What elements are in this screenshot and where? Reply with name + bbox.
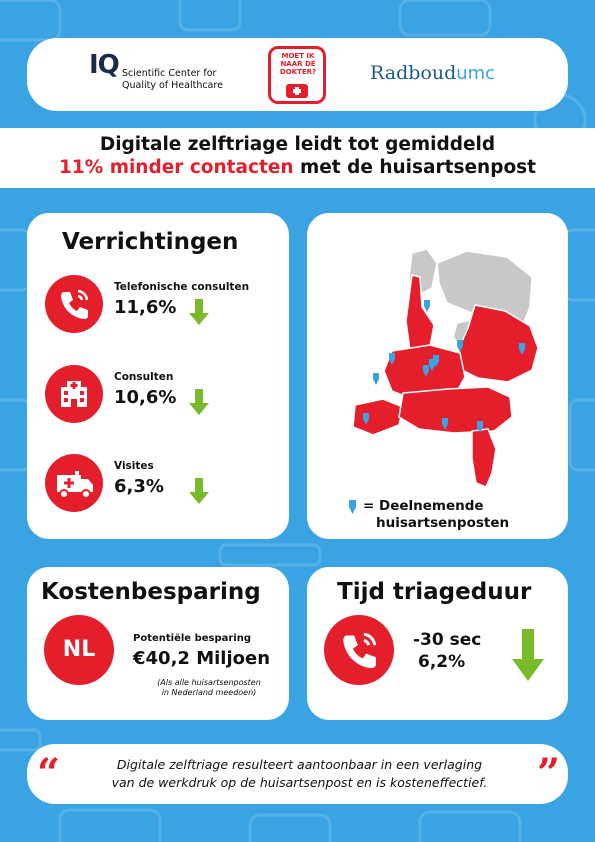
medical-kit-icon	[286, 84, 308, 98]
map-pin-3	[457, 340, 463, 352]
radboud-suffix: umc	[456, 63, 496, 84]
quote-line-2: van de werkdruk op de huisartsenpost en …	[111, 775, 488, 790]
tijd-triageduur-card: Tijd triageduur -30 sec 6,2%	[307, 567, 568, 720]
map-pin-1	[424, 300, 430, 312]
tijd-value-percent: 6,2%	[418, 652, 466, 672]
verrichtingen-title: Verrichtingen	[62, 229, 239, 255]
besparing-label: Potentiële besparing	[133, 633, 251, 644]
radboud-main: Radboud	[370, 62, 457, 84]
iq-logo: IQ	[89, 50, 120, 80]
besparing-note-line-1: (Als alle huisartsenposten	[157, 678, 261, 687]
quote-line-1: Digitale zelftriage resulteert aantoonba…	[116, 757, 483, 772]
map-pin-9	[363, 413, 369, 425]
hospital-icon	[45, 365, 103, 423]
item-value-visites: 6,3%	[114, 476, 164, 497]
map-region-noord-brabant	[398, 386, 513, 434]
headline-highlight: 11% minder contacten	[58, 157, 294, 178]
radboudumc-logo: Radboudumc	[370, 62, 495, 84]
legend-line-1: = Deelnemende	[363, 498, 484, 514]
arrow-down-icon	[189, 389, 209, 415]
nl-badge: NL	[44, 615, 114, 685]
headline-rest: met de huisartsenpost	[293, 157, 537, 178]
map-card: = Deelnemende huisartsenposten	[307, 213, 568, 539]
map-pin-11	[477, 421, 483, 433]
headline-line-1: Digitale zelftriage leidt tot gemiddeld	[99, 134, 496, 155]
iq-line-1: Scientific Center for	[122, 68, 217, 79]
verrichtingen-card: Verrichtingen Telefonische consulten 11,…	[27, 213, 289, 539]
headline-line-2: 11% minder contacten met de huisartsenpo…	[0, 155, 595, 178]
moet-logo-text: MOET IK NAAR DE DOKTER?	[279, 52, 317, 76]
legend-text: = Deelnemende huisartsenposten	[363, 498, 509, 532]
map-region-noord-holland	[405, 274, 435, 352]
quote-open-mark: “	[37, 750, 61, 797]
map-region-limburg	[471, 428, 497, 488]
netherlands-map	[349, 248, 539, 514]
phone-icon	[324, 615, 394, 685]
map-pin-8	[373, 373, 379, 385]
moet-ik-naar-de-dokter-logo: MOET IK NAAR DE DOKTER?	[268, 46, 326, 104]
item-label-consulten: Consulten	[114, 371, 174, 383]
arrow-down-icon	[189, 478, 209, 504]
iq-logo-text: Scientific Center for Quality of Healthc…	[122, 68, 223, 92]
map-pin-4	[519, 343, 525, 355]
besparing-value: €40,2 Miljoen	[133, 648, 271, 669]
item-label-telefonisch: Telefonische consulten	[114, 281, 250, 293]
quote-text: Digitale zelftriage resulteert aantoonba…	[67, 756, 532, 792]
kostenbesparing-title: Kostenbesparing	[41, 579, 261, 605]
item-value-telefonisch: 11,6%	[114, 297, 177, 318]
ambulance-icon	[45, 454, 103, 512]
legend-pin-icon	[349, 500, 356, 514]
tijd-value-seconds: -30 sec	[413, 630, 482, 650]
iq-line-2: Quality of Healthcare	[122, 80, 223, 91]
kostenbesparing-card: Kostenbesparing NL Potentiële besparing …	[27, 567, 289, 720]
besparing-note-line-2: in Nederland meedoen)	[161, 688, 257, 697]
item-value-consulten: 10,6%	[114, 387, 177, 408]
besparing-note: (Als alle huisartsenposten in Nederland …	[139, 678, 279, 698]
arrow-down-icon	[189, 299, 209, 325]
quote-card: “ Digitale zelftriage resulteert aantoon…	[27, 744, 568, 804]
map-pin-2	[389, 353, 395, 365]
phone-icon	[45, 275, 103, 333]
quote-close-mark: ”	[537, 750, 561, 797]
map-pin-6	[433, 355, 439, 367]
arrow-down-icon	[512, 629, 544, 681]
legend-line-2: huisartsenposten	[376, 515, 510, 531]
headline-banner: Digitale zelftriage leidt tot gemiddeld …	[0, 128, 595, 188]
map-region-zeeland	[352, 398, 404, 436]
item-label-visites: Visites	[114, 460, 154, 472]
logo-banner: IQ Scientific Center for Quality of Heal…	[27, 38, 568, 111]
tijd-triageduur-title: Tijd triageduur	[337, 579, 532, 605]
map-pin-10	[442, 418, 448, 430]
map-pin-7	[423, 365, 429, 377]
